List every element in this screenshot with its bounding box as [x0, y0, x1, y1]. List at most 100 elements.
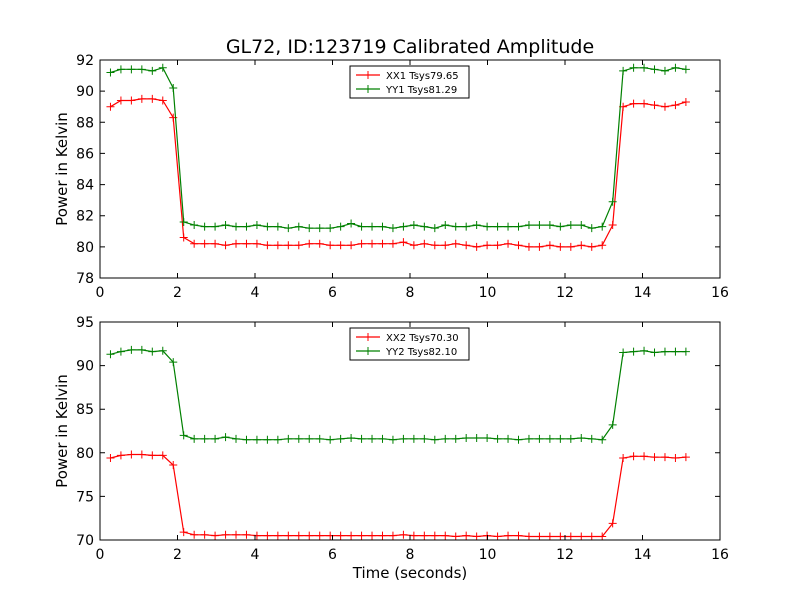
- data-point: [640, 452, 649, 461]
- data-point: [430, 531, 439, 540]
- data-point: [336, 222, 345, 231]
- data-point: [221, 221, 230, 230]
- data-point: [493, 241, 502, 250]
- data-point: [650, 101, 659, 110]
- data-point: [127, 450, 136, 459]
- data-point: [409, 241, 418, 250]
- data-point: [137, 450, 146, 459]
- data-point: [556, 532, 565, 541]
- data-point: [671, 101, 680, 110]
- data-point: [640, 63, 649, 72]
- data-point: [336, 531, 345, 540]
- x-tick-label: 16: [711, 547, 729, 563]
- data-point: [211, 434, 220, 443]
- data-point: [566, 434, 575, 443]
- data-point: [420, 222, 429, 231]
- data-point: [252, 221, 261, 230]
- data-point: [232, 239, 241, 248]
- data-point: [483, 241, 492, 250]
- legend-box: [349, 65, 470, 99]
- x-tick-label: 8: [406, 285, 415, 301]
- data-point: [566, 221, 575, 230]
- data-point: [640, 99, 649, 108]
- data-point: [347, 241, 356, 250]
- legend-marker: [364, 85, 372, 93]
- data-point: [514, 435, 523, 444]
- data-point: [200, 239, 209, 248]
- x-tick-label: 6: [328, 547, 337, 563]
- data-point: [315, 434, 324, 443]
- data-point: [462, 241, 471, 250]
- data-point: [127, 65, 136, 74]
- data-point: [514, 531, 523, 540]
- data-point: [504, 434, 513, 443]
- data-point: [221, 530, 230, 539]
- data-point: [294, 241, 303, 250]
- data-point: [326, 435, 335, 444]
- data-point: [200, 530, 209, 539]
- data-point: [368, 239, 377, 248]
- legend-marker: [364, 71, 372, 79]
- y-axis-label: Power in Kelvin: [53, 112, 71, 226]
- data-point: [451, 434, 460, 443]
- data-point: [169, 358, 178, 367]
- data-point: [357, 222, 366, 231]
- data-point: [252, 239, 261, 248]
- data-point: [284, 434, 293, 443]
- data-point: [273, 241, 282, 250]
- data-point: [608, 519, 617, 528]
- data-point: [598, 532, 607, 541]
- data-point: [640, 346, 649, 355]
- data-point: [158, 451, 167, 460]
- data-point: [420, 531, 429, 540]
- data-point: [158, 63, 167, 72]
- chart-panel-2: 0 2 4 6 8 10 12 14 16 70 75 80 85 90 95 Power in Kelvin…: [53, 315, 729, 563]
- data-point: [305, 434, 314, 443]
- data-point: [179, 431, 188, 440]
- data-point: [399, 530, 408, 539]
- data-point: [284, 241, 293, 250]
- data-point: [399, 238, 408, 247]
- data-point: [681, 453, 690, 462]
- data-point: [347, 531, 356, 540]
- data-point: [545, 532, 554, 541]
- data-point: [305, 531, 314, 540]
- data-point: [409, 221, 418, 230]
- data-point: [629, 452, 638, 461]
- data-point: [504, 222, 513, 231]
- data-point: [629, 99, 638, 108]
- data-point: [629, 63, 638, 72]
- data-point: [200, 222, 209, 231]
- data-point: [671, 347, 680, 356]
- data-point: [252, 531, 261, 540]
- data-point: [451, 532, 460, 541]
- data-point: [357, 239, 366, 248]
- data-point: [650, 65, 659, 74]
- data-point: [472, 433, 481, 442]
- legend-label: YY1 Tsys81.29: [385, 85, 457, 96]
- data-point: [399, 434, 408, 443]
- data-point: [660, 66, 669, 75]
- data-point: [399, 222, 408, 231]
- y-tick-label: 92: [76, 53, 94, 69]
- data-point: [169, 461, 178, 470]
- data-point: [106, 454, 115, 463]
- data-point: [263, 435, 272, 444]
- y-tick-label: 80: [76, 446, 94, 462]
- data-point: [315, 224, 324, 233]
- data-point: [190, 530, 199, 539]
- data-point: [566, 242, 575, 251]
- data-point: [524, 434, 533, 443]
- data-point: [368, 434, 377, 443]
- data-point: [116, 96, 125, 105]
- data-point: [116, 347, 125, 356]
- data-point: [106, 350, 115, 359]
- data-point: [608, 420, 617, 429]
- data-point: [409, 531, 418, 540]
- data-point: [535, 221, 544, 230]
- data-point: [556, 434, 565, 443]
- data-point: [263, 222, 272, 231]
- data-point: [504, 531, 513, 540]
- data-point: [242, 222, 251, 231]
